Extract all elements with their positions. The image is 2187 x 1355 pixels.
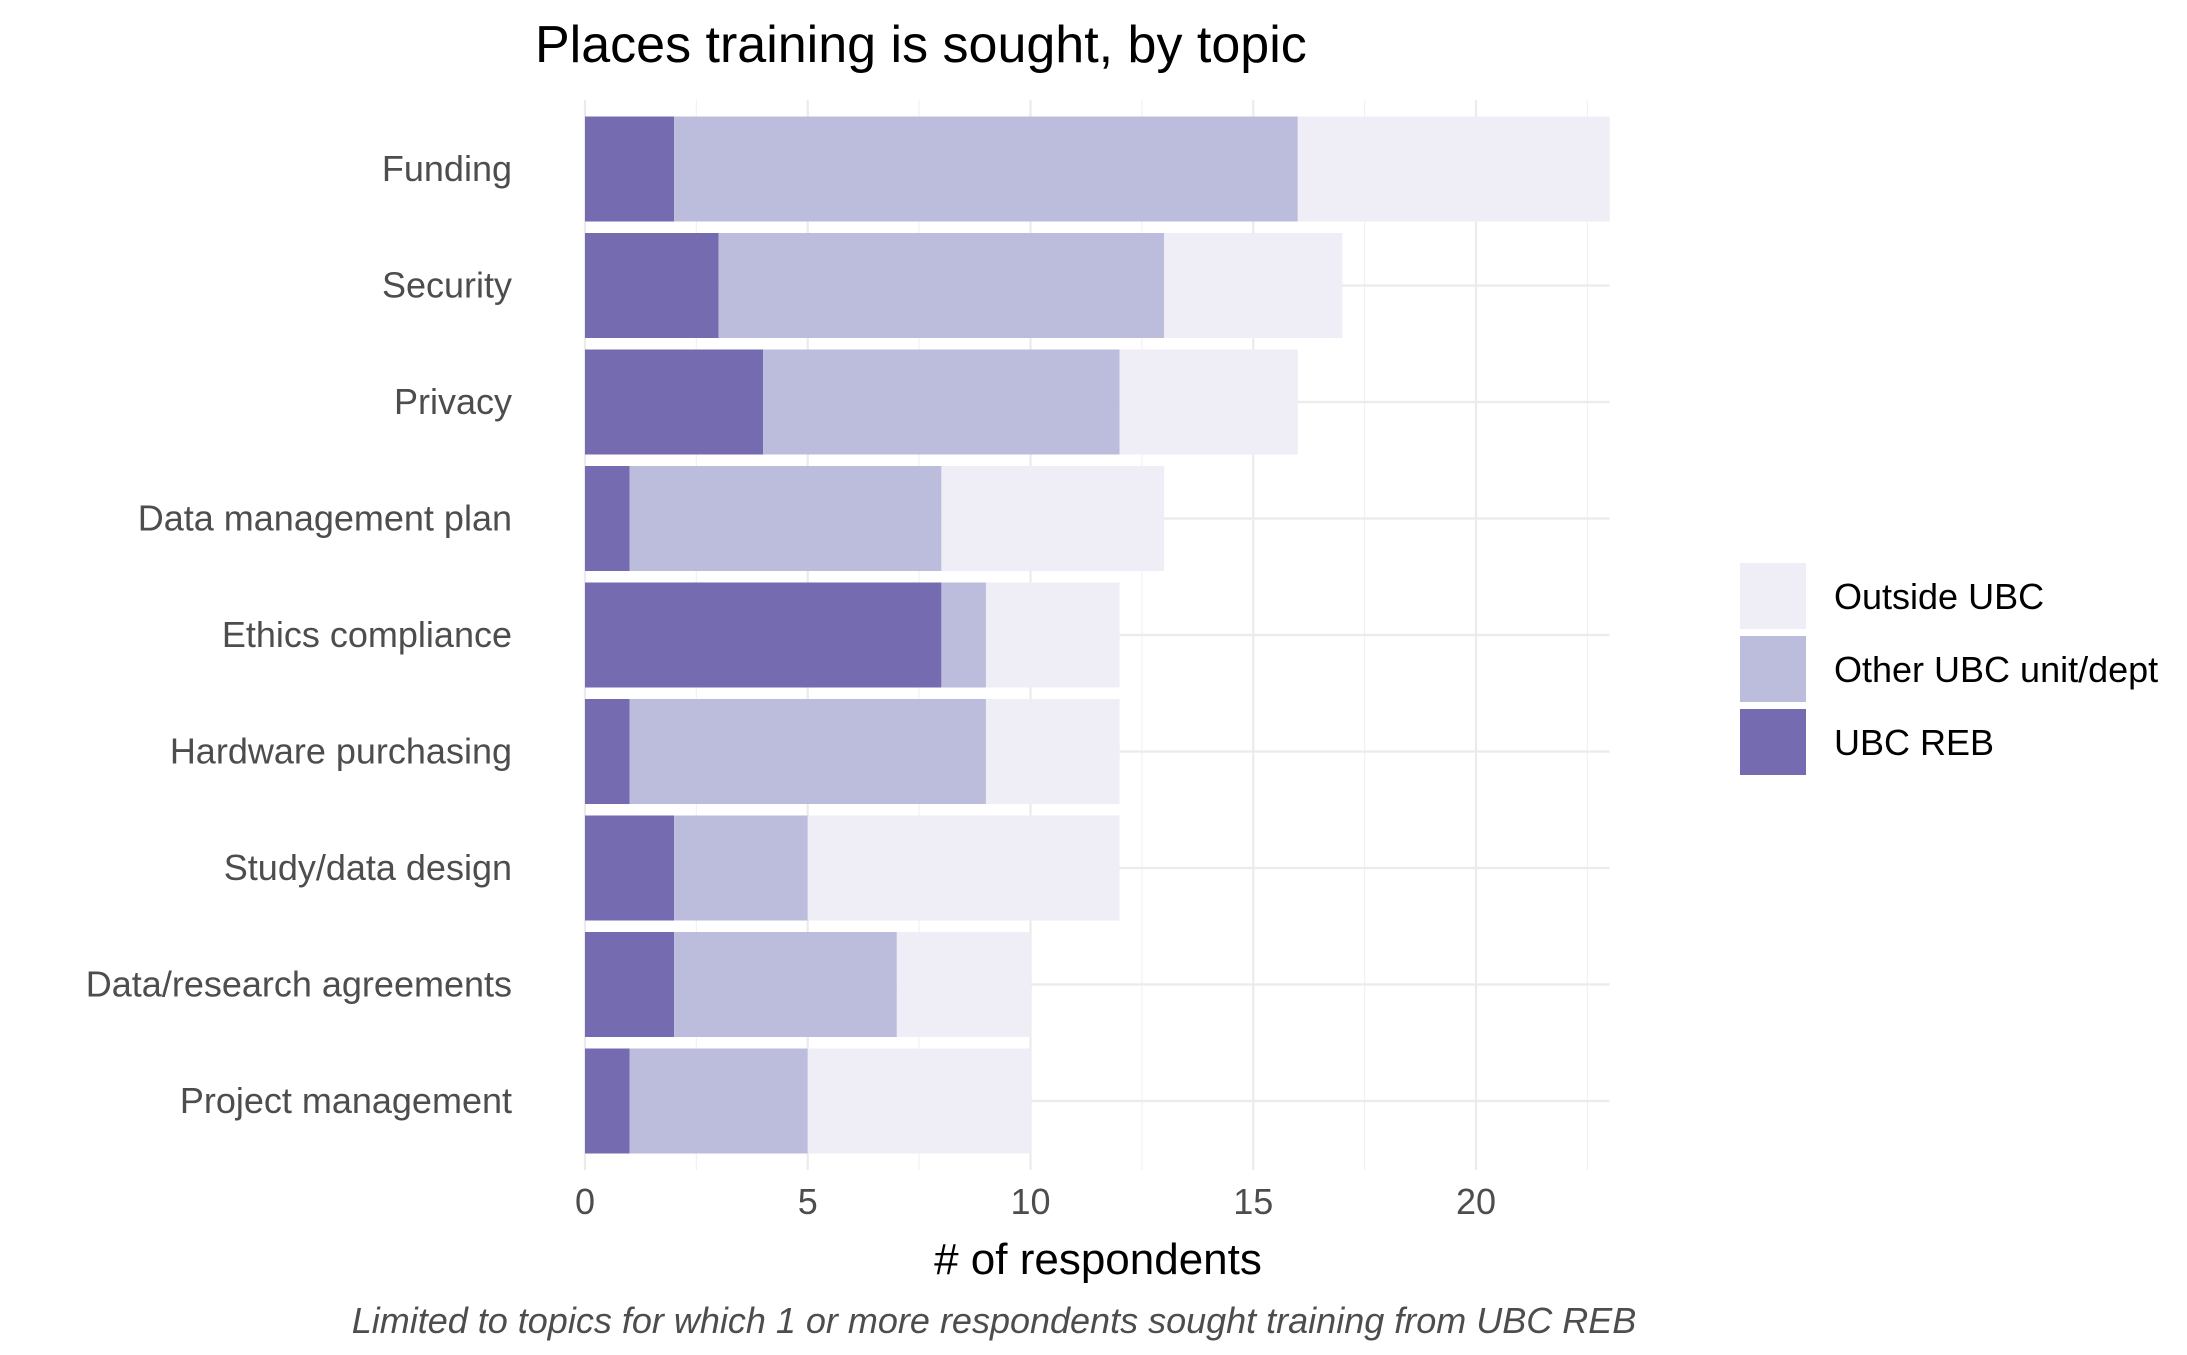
x-tick-label: 20 bbox=[1456, 1181, 1496, 1222]
legend: Outside UBC Other UBC unit/dept UBC REB bbox=[1740, 563, 2158, 775]
legend-key-other-ubc-unit-dept bbox=[1740, 636, 1806, 702]
bars-layer bbox=[585, 116, 1610, 1154]
x-axis-title: # of respondents bbox=[934, 1235, 1262, 1284]
chart-title: Places training is sought, by topic bbox=[535, 16, 1307, 74]
bar-outside-ubc bbox=[1119, 349, 1298, 455]
y-tick-label: Hardware purchasing bbox=[170, 731, 512, 772]
bar-ubc-reb bbox=[585, 1048, 630, 1154]
bar-ubc-reb bbox=[585, 815, 675, 921]
legend-key-outside-ubc bbox=[1740, 563, 1806, 629]
bar-outside-ubc bbox=[807, 1048, 1031, 1154]
bar-ubc-reb bbox=[585, 116, 675, 222]
legend-label-ubc-reb: UBC REB bbox=[1834, 722, 1994, 763]
y-tick-label: Study/data design bbox=[224, 847, 512, 888]
bar-ubc-reb bbox=[585, 233, 719, 338]
bar-outside-ubc bbox=[1164, 233, 1343, 338]
y-tick-label: Funding bbox=[382, 148, 512, 189]
bar-other-ubc-unit-dept bbox=[629, 466, 942, 571]
legend-label-other-ubc-unit-dept: Other UBC unit/dept bbox=[1834, 649, 2158, 690]
bar-other-ubc-unit-dept bbox=[629, 699, 986, 804]
x-tick-labels: 0 5 10 15 20 bbox=[575, 1181, 1496, 1222]
bar-other-ubc-unit-dept bbox=[763, 349, 1120, 455]
bar-other-ubc-unit-dept bbox=[674, 815, 808, 921]
bar-other-ubc-unit-dept bbox=[674, 932, 897, 1037]
bar-outside-ubc bbox=[985, 582, 1120, 688]
bar-outside-ubc bbox=[985, 699, 1120, 804]
chart-caption: Limited to topics for which 1 or more re… bbox=[352, 1300, 1637, 1341]
bar-outside-ubc bbox=[807, 815, 1120, 921]
bar-outside-ubc bbox=[941, 466, 1165, 571]
bar-other-ubc-unit-dept bbox=[941, 582, 986, 688]
y-tick-label: Security bbox=[382, 265, 512, 306]
bar-outside-ubc bbox=[896, 932, 1031, 1037]
bar-ubc-reb bbox=[585, 349, 764, 455]
x-tick-label: 5 bbox=[798, 1181, 818, 1222]
bar-other-ubc-unit-dept bbox=[674, 116, 1298, 222]
x-tick-label: 10 bbox=[1010, 1181, 1050, 1222]
bar-other-ubc-unit-dept bbox=[629, 1048, 808, 1154]
legend-label-outside-ubc: Outside UBC bbox=[1834, 576, 2044, 617]
y-tick-label: Data management plan bbox=[138, 498, 512, 539]
bar-other-ubc-unit-dept bbox=[718, 233, 1165, 338]
bar-ubc-reb bbox=[585, 699, 630, 804]
bar-ubc-reb bbox=[585, 932, 675, 1037]
y-tick-label: Privacy bbox=[394, 381, 512, 422]
y-tick-labels: Funding Security Privacy Data management pl… bbox=[86, 148, 512, 1121]
bar-ubc-reb bbox=[585, 466, 630, 571]
bar-outside-ubc bbox=[1297, 116, 1610, 222]
legend-key-ubc-reb bbox=[1740, 709, 1806, 775]
y-tick-label: Data/research agreements bbox=[86, 964, 512, 1005]
x-tick-label: 0 bbox=[575, 1181, 595, 1222]
bar-ubc-reb bbox=[585, 582, 942, 688]
y-tick-label: Project management bbox=[180, 1080, 512, 1121]
y-tick-label: Ethics compliance bbox=[222, 614, 512, 655]
x-tick-label: 15 bbox=[1233, 1181, 1273, 1222]
